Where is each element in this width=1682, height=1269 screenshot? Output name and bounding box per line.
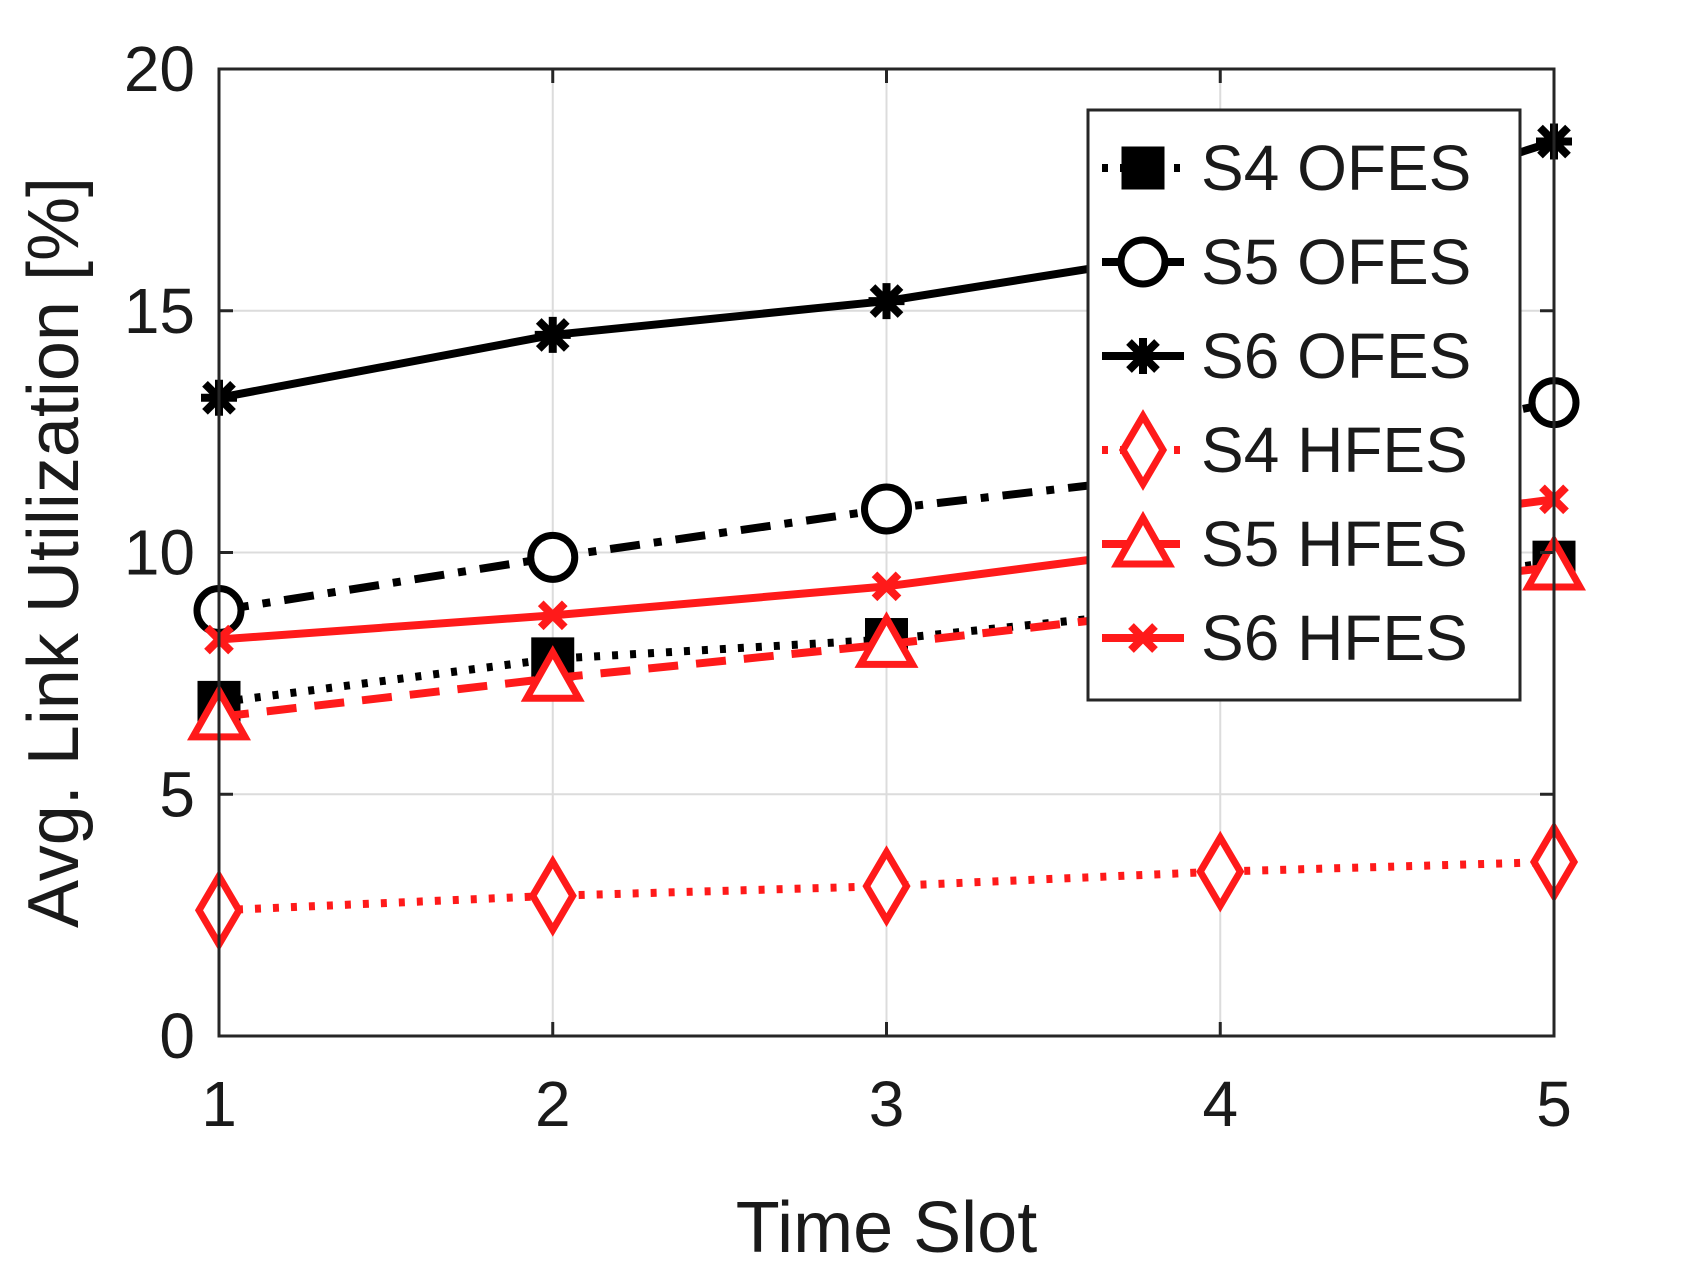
y-tick-label-4: 15	[124, 275, 195, 347]
legend-marker-s5-ofes	[1117, 236, 1169, 288]
legend-label-s4-hfes: S4 HFES	[1201, 414, 1468, 486]
legend-item-s4-ofes: S4 OFES	[1102, 132, 1471, 204]
legend-label-s4-ofes: S4 OFES	[1201, 132, 1471, 204]
point-s4-hfes-4	[1196, 830, 1245, 913]
legend-item-s6-ofes: S6 OFES	[1102, 320, 1471, 392]
legend-label-s5-hfes: S5 HFES	[1201, 508, 1468, 580]
legend-item-s6-hfes: S6 HFES	[1102, 602, 1468, 674]
x-tick-label-3: 3	[869, 1068, 905, 1140]
point-s5-ofes-3	[861, 483, 912, 535]
y-tick-label-1: 0	[159, 1000, 195, 1072]
point-s6-hfes-3-stroke-b	[871, 571, 902, 602]
x-tick-label-2: 2	[535, 1068, 571, 1140]
legend-item-s5-hfes: S5 HFES	[1102, 508, 1468, 580]
legend-marker-s4-ofes	[1121, 146, 1165, 190]
legend-label-s5-ofes: S5 OFES	[1201, 226, 1471, 298]
x-tick-label-4: 4	[1202, 1068, 1238, 1140]
x-tick-label-5: 5	[1536, 1068, 1572, 1140]
point-s5-ofes-2	[527, 531, 579, 583]
y-tick-label-3: 10	[124, 517, 195, 589]
point-s5-hfes-3	[854, 611, 919, 668]
legend-item-s4-hfes: S4 HFES	[1102, 409, 1468, 491]
point-s6-hfes-2	[537, 600, 568, 631]
legend-label-s6-ofes: S6 OFES	[1201, 320, 1471, 392]
x-axis-title: Time Slot	[736, 1188, 1037, 1264]
legend-marker-s6-hfes-stroke-b	[1128, 623, 1158, 653]
point-s4-hfes-3	[862, 845, 911, 928]
legend-box	[1086, 108, 1522, 702]
point-s6-ofes-2	[534, 316, 571, 353]
point-s6-ofes-3	[868, 283, 905, 320]
legend-marker-s6-ofes	[1125, 338, 1161, 374]
legend-label-s6-hfes: S6 HFES	[1201, 602, 1468, 674]
point-s6-hfes-3	[871, 571, 902, 602]
legend-marker-s5-hfes	[1111, 510, 1175, 568]
point-s4-hfes-2	[528, 854, 577, 937]
point-s6-hfes-2-stroke-b	[537, 600, 568, 631]
y-tick-label-5: 20	[124, 33, 195, 105]
legend: S4 OFES S5 OFES S6 OFES S4 HFES S5 HFES S6 HF…	[1086, 108, 1522, 702]
y-axis-title: Avg. Link Utilization [%]	[14, 177, 94, 928]
legend-marker-s4-hfes	[1118, 409, 1168, 491]
legend-marker-s6-hfes	[1128, 623, 1158, 653]
axes: 1 2 3 4 5 0 5 10 15 20 Time Slot Avg. Link Utilizat…	[14, 33, 1572, 1268]
y-tick-label-2: 5	[159, 758, 195, 830]
x-tick-label-1: 1	[201, 1068, 237, 1140]
legend-item-s5-ofes: S5 OFES	[1102, 226, 1471, 298]
point-s5-hfes-2	[520, 645, 585, 702]
